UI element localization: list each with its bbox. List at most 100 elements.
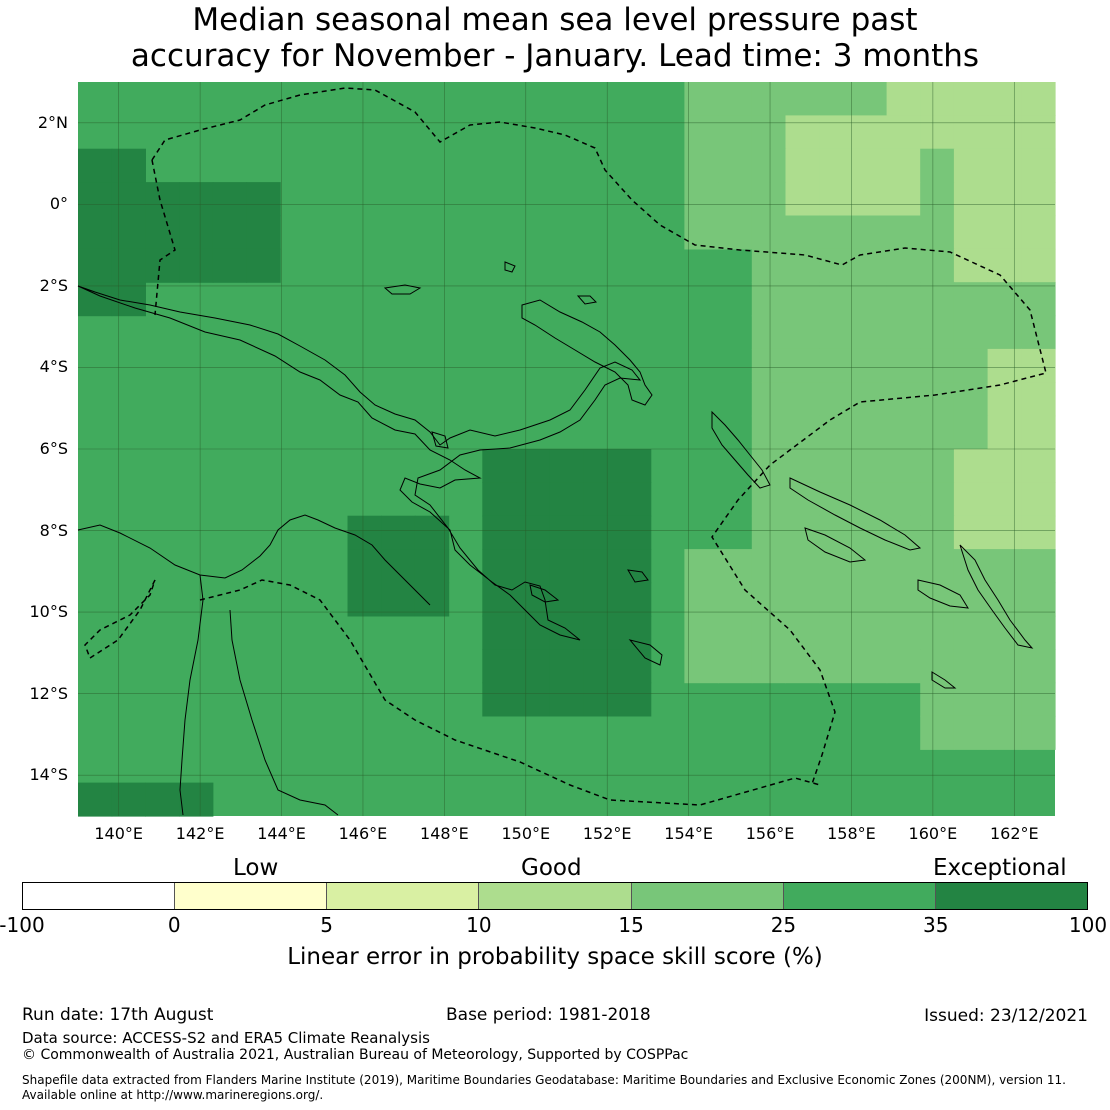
grid-cell (852, 148, 888, 183)
grid-cell (920, 115, 955, 150)
grid-cell (953, 215, 989, 250)
grid-cell (920, 82, 955, 116)
colorbar (22, 882, 1088, 910)
y-tick-label: 12°S (29, 683, 68, 703)
grid-cell (785, 315, 820, 350)
legend-category-low: Low (233, 855, 279, 881)
grid-cell (145, 248, 180, 283)
grid-cell (953, 348, 989, 383)
coastline-bougainville (711, 410, 771, 489)
grid-cell (549, 515, 584, 550)
grid-cell (987, 549, 1022, 584)
grid-cell (987, 282, 1022, 317)
grid-cell (852, 582, 888, 617)
grid-cell (819, 549, 854, 584)
colorbar-segment (23, 883, 176, 909)
grid-cell (179, 248, 214, 283)
grid-cell (482, 549, 517, 584)
grid-cell (1021, 482, 1056, 517)
grid-cell (179, 782, 214, 817)
grid-cell (751, 282, 787, 317)
y-tick-label: 14°S (29, 765, 68, 785)
grid-cell (886, 248, 921, 283)
coastline-solomons-5 (931, 671, 957, 689)
grid-cell (583, 649, 618, 684)
grid-cell (751, 315, 787, 350)
grid-cell (414, 582, 450, 617)
colorbar-tick-label: 15 (618, 913, 644, 937)
x-tick-label: 158°E (827, 824, 876, 843)
grid-cell (785, 348, 820, 383)
grid-cell (617, 515, 652, 550)
coastline-cape-york (179, 574, 204, 816)
grid-cell (617, 482, 652, 517)
grid-cell (987, 649, 1022, 684)
grid-cell (111, 248, 146, 283)
grid-cell (819, 515, 854, 550)
grid-cell (145, 782, 180, 817)
legend-category-good: Good (521, 855, 582, 881)
grid-cell (246, 248, 281, 283)
grid-cell (718, 649, 753, 684)
grid-cell (886, 215, 921, 250)
grid-cell (617, 682, 652, 717)
colorbar-tick-label: -100 (0, 913, 45, 937)
title-line-2: accuracy for November - January. Lead ti… (130, 38, 980, 74)
grid-cell (414, 549, 450, 584)
grid-cell (819, 415, 854, 450)
grid-cell (852, 649, 888, 684)
grid-cell (684, 148, 719, 183)
grid-cell (414, 515, 450, 550)
grid-cell (953, 248, 989, 283)
y-tick-label: 6°S (39, 439, 68, 458)
grid-cell (684, 115, 719, 150)
grid-cell (852, 282, 888, 317)
grid-cell (751, 115, 787, 150)
grid-cell (920, 515, 955, 550)
grid-cell (482, 615, 517, 650)
coastline-cape-york-east (229, 609, 339, 816)
grid-cell (785, 82, 820, 116)
coastline-island-b (529, 584, 560, 603)
colorbar-segment (327, 883, 480, 909)
grid-cell (549, 449, 584, 483)
grid-cell (886, 649, 921, 684)
colorbar-tick-label: 35 (922, 913, 949, 937)
grid-cell (111, 215, 146, 250)
colorbar-label: Linear error in probability space skill … (287, 944, 823, 970)
grid-cell (718, 582, 753, 617)
grid-cell (819, 248, 854, 283)
data-source: Data source: ACCESS-S2 and ERA5 Climate … (22, 1029, 430, 1047)
grid-cell (549, 649, 584, 684)
grid-cell (987, 82, 1022, 116)
grid-cell (617, 649, 652, 684)
grid-cell (852, 82, 888, 116)
grid-cell (111, 148, 146, 183)
coastline-island-a (504, 261, 516, 273)
colorbar-tick-label: 25 (770, 913, 797, 937)
run-date: Run date: 17th August (22, 1005, 214, 1025)
grid-cell (145, 215, 180, 250)
grid-cell (718, 82, 753, 116)
grid-cell (819, 582, 854, 617)
shapefile-credit-2: Available online at http://www.marinereg… (22, 1088, 324, 1102)
coastline-island-c (431, 431, 449, 449)
grid-cell (785, 649, 820, 684)
gridlines (78, 82, 1055, 816)
grid-cell (1021, 549, 1056, 584)
grid-cell (987, 449, 1022, 483)
grid-cell (953, 482, 989, 517)
grid-cell (751, 215, 787, 250)
grid-cell (516, 649, 551, 684)
grid-cell (1021, 82, 1056, 116)
grid-cell (852, 449, 888, 483)
grid-cell (920, 482, 955, 517)
grid-cell (953, 615, 989, 650)
grid-cell (684, 215, 719, 250)
x-tick-label: 146°E (338, 824, 388, 843)
grid-cell (953, 449, 989, 483)
coastline-new-guinea (77, 285, 642, 641)
y-tick-label: 2°S (39, 275, 68, 295)
coastline-rossel (628, 639, 663, 666)
